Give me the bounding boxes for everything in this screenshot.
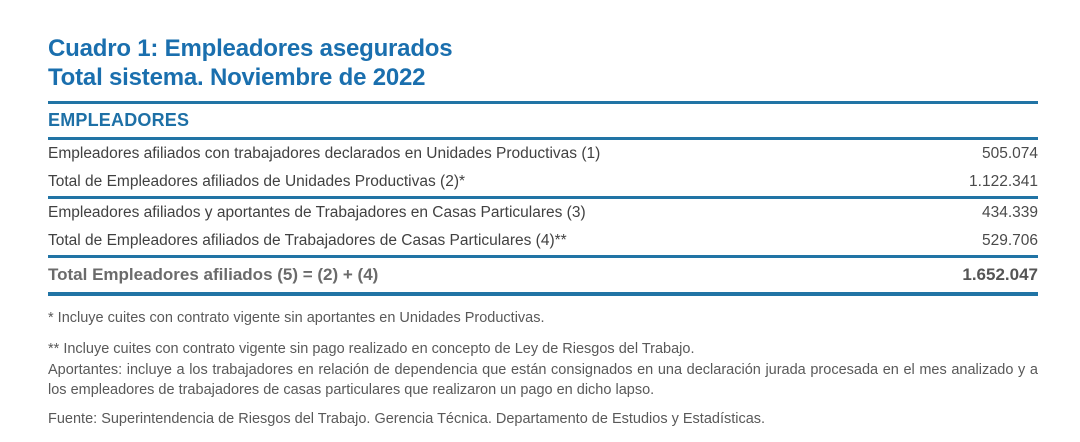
table-subtitle: Total sistema. Noviembre de 2022 <box>48 64 426 91</box>
footnote-double-asterisk: ** Incluye cuites con contrato vigente s… <box>48 341 695 357</box>
table-row: Total de Empleadores afiliados de Unidad… <box>48 168 1038 196</box>
row-value: 529.706 <box>981 232 1038 249</box>
table-title: Cuadro 1: Empleadores asegurados <box>48 35 453 62</box>
divider-bottom <box>48 292 1038 296</box>
divider-header <box>48 137 1038 140</box>
row-label: Empleadores afiliados con trabajadores d… <box>48 145 601 162</box>
row-value: 505.074 <box>981 145 1038 162</box>
table-row: Empleadores afiliados con trabajadores d… <box>48 140 1038 168</box>
footnote-asterisk: * Incluye cuites con contrato vigente si… <box>48 310 545 326</box>
footnote-fuente: Fuente: Superintendencia de Riesgos del … <box>48 411 766 427</box>
row-label: Empleadores afiliados y aportantes de Tr… <box>48 204 586 221</box>
row-value: 1.122.341 <box>969 173 1038 190</box>
total-label: Total Empleadores afiliados (5) = (2) + … <box>48 265 379 284</box>
footnote-aportantes: Aportantes: incluye a los trabajadores e… <box>48 362 1038 398</box>
divider-group-2 <box>48 255 1038 258</box>
table-total-row: Total Empleadores afiliados (5) = (2) + … <box>48 258 1038 292</box>
divider-top <box>48 101 1038 104</box>
total-value: 1.652.047 <box>962 265 1038 284</box>
table-row: Empleadores afiliados y aportantes de Tr… <box>48 199 1038 227</box>
table-row: Total de Empleadores afiliados de Trabaj… <box>48 227 1038 255</box>
row-label: Total de Empleadores afiliados de Unidad… <box>48 173 466 190</box>
divider-group-1 <box>48 196 1038 199</box>
row-label: Total de Empleadores afiliados de Trabaj… <box>48 232 567 249</box>
row-value: 434.339 <box>981 204 1038 221</box>
section-header-empleadores: EMPLEADORES <box>48 110 190 130</box>
